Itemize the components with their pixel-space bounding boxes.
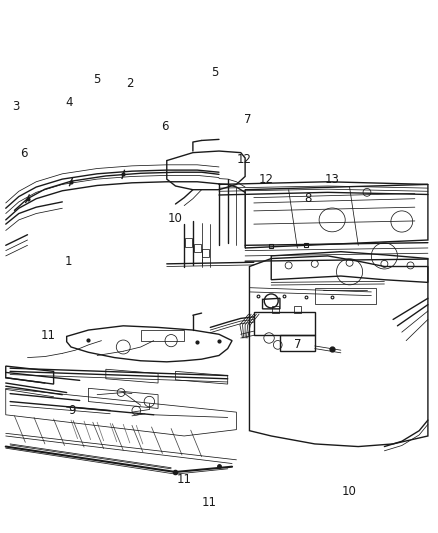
Text: 7: 7	[244, 113, 251, 126]
Text: 12: 12	[237, 153, 252, 166]
Text: 11: 11	[41, 329, 56, 342]
Text: 8: 8	[304, 192, 312, 205]
Text: 11: 11	[177, 473, 192, 486]
Text: 5: 5	[93, 73, 101, 86]
Text: 2: 2	[126, 77, 134, 90]
Text: 1: 1	[65, 255, 73, 268]
Text: 6: 6	[20, 147, 28, 160]
Text: 12: 12	[258, 173, 273, 185]
Text: 3: 3	[12, 100, 19, 112]
Text: 5: 5	[211, 66, 218, 79]
Text: 9: 9	[68, 404, 76, 417]
Text: 10: 10	[168, 212, 183, 225]
Text: 10: 10	[341, 485, 356, 498]
Text: 13: 13	[325, 173, 339, 185]
Text: 7: 7	[293, 338, 301, 351]
Text: 11: 11	[202, 496, 217, 508]
Text: 4: 4	[65, 96, 73, 109]
Text: 6: 6	[161, 119, 168, 133]
